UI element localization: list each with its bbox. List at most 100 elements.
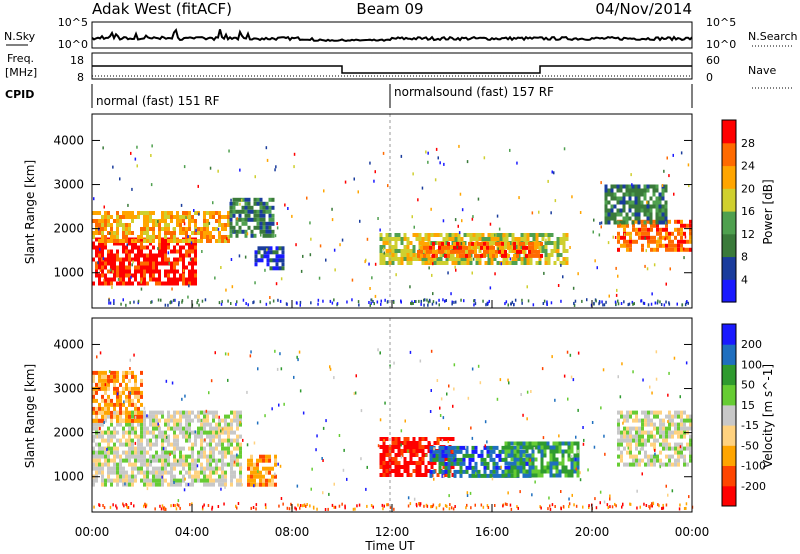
power-scatter-point xyxy=(471,217,474,221)
velocity-scatter-point xyxy=(639,447,642,451)
power-echo-cell xyxy=(541,237,545,241)
velocity-echo-cell xyxy=(101,370,104,375)
velocity-echo-cell xyxy=(647,414,650,419)
power-scatter-point xyxy=(673,192,675,196)
power-echo-cell xyxy=(628,188,632,193)
power-scatter-point xyxy=(140,287,143,291)
power-scatter-point xyxy=(630,173,632,177)
power-ground-scatter-point xyxy=(507,303,509,307)
velocity-echo-cell xyxy=(104,458,107,463)
power-echo-cell xyxy=(167,269,170,274)
power-echo-cell xyxy=(110,257,113,262)
velocity-echo-cell xyxy=(164,458,167,463)
power-echo-cell xyxy=(655,216,659,221)
power-scatter-point xyxy=(126,243,128,247)
velocity-ground-scatter-point xyxy=(609,505,611,509)
velocity-ground-scatter-point xyxy=(223,502,225,506)
velocity-echo-cell xyxy=(125,470,128,475)
velocity-echo-cell xyxy=(262,454,265,459)
power-echo-cell xyxy=(531,253,534,258)
power-scatter-point xyxy=(180,203,183,207)
power-echo-cell xyxy=(268,209,272,214)
velocity-echo-cell xyxy=(421,449,425,453)
velocity-echo-cell xyxy=(385,445,389,449)
velocity-echo-cell xyxy=(200,446,203,451)
power-echo-cell xyxy=(400,237,404,241)
velocity-echo-cell xyxy=(659,418,662,423)
power-echo-cell xyxy=(275,250,279,255)
power-echo-cell xyxy=(92,211,95,215)
velocity-echo-cell xyxy=(382,441,386,445)
velocity-echo-cell xyxy=(474,461,478,466)
velocity-echo-cell xyxy=(239,418,242,423)
velocity-echo-cell xyxy=(233,418,236,423)
power-echo-cell xyxy=(662,243,665,248)
velocity-echo-cell xyxy=(155,470,158,475)
velocity-echo-cell xyxy=(474,465,478,470)
power-echo-cell xyxy=(647,227,650,232)
power-echo-cell xyxy=(110,253,113,258)
velocity-echo-cell xyxy=(239,450,242,455)
power-echo-cell xyxy=(547,261,551,265)
power-echo-cell xyxy=(604,196,608,201)
velocity-echo-cell xyxy=(110,466,113,471)
power-ground-scatter-point xyxy=(593,301,595,305)
velocity-ground-scatter-point xyxy=(207,504,210,507)
power-echo-cell xyxy=(149,241,152,246)
velocity-echo-cell xyxy=(95,450,98,455)
velocity-scatter-point xyxy=(471,367,474,371)
velocity-echo-cell xyxy=(167,442,170,447)
power-echo-cell xyxy=(131,219,134,223)
power-echo-cell xyxy=(241,205,245,210)
power-scatter-point xyxy=(220,266,222,269)
velocity-echo-cell xyxy=(480,449,484,454)
power-scatter-point xyxy=(274,234,277,238)
velocity-echo-cell xyxy=(489,469,493,474)
velocity-echo-cell xyxy=(516,465,520,470)
velocity-echo-cell xyxy=(564,465,568,470)
velocity-echo-cell xyxy=(412,449,416,453)
power-echo-cell xyxy=(161,241,164,246)
velocity-echo-cell xyxy=(647,410,650,415)
power-scatter-point xyxy=(496,214,499,218)
velocity-echo-cell xyxy=(122,418,125,423)
power-echo-cell xyxy=(562,261,566,265)
velocity-echo-cell xyxy=(119,418,122,423)
velocity-echo-cell xyxy=(504,449,508,454)
velocity-scatter-point xyxy=(181,397,183,401)
velocity-echo-cell xyxy=(451,449,455,453)
power-echo-cell xyxy=(474,249,477,254)
velocity-echo-cell xyxy=(421,445,425,449)
power-echo-cell xyxy=(661,196,665,201)
velocity-echo-cell xyxy=(274,458,277,463)
velocity-echo-cell xyxy=(155,474,158,479)
velocity-echo-cell xyxy=(385,473,389,477)
velocity-echo-cell xyxy=(131,370,134,375)
power-echo-cell xyxy=(101,249,104,254)
power-scatter-point xyxy=(538,210,540,214)
velocity-echo-cell xyxy=(641,410,644,415)
velocity-echo-cell xyxy=(152,426,155,431)
velocity-echo-cell xyxy=(125,450,128,455)
velocity-ground-scatter-point xyxy=(327,507,329,511)
power-echo-cell xyxy=(477,253,480,258)
power-echo-cell xyxy=(253,225,257,230)
velocity-echo-cell xyxy=(176,426,179,431)
velocity-echo-cell xyxy=(501,449,505,454)
velocity-echo-cell xyxy=(632,454,635,459)
velocity-echo-cell xyxy=(101,378,104,383)
power-echo-cell xyxy=(191,281,194,286)
velocity-echo-cell xyxy=(650,410,653,415)
velocity-echo-cell xyxy=(116,410,119,415)
power-echo-cell xyxy=(391,253,395,257)
velocity-echo-cell xyxy=(149,430,152,435)
power-echo-cell xyxy=(427,237,431,241)
velocity-echo-cell xyxy=(397,461,401,465)
velocity-echo-cell xyxy=(110,414,113,419)
velocity-echo-cell xyxy=(155,458,158,463)
velocity-ground-scatter-point xyxy=(352,507,355,511)
velocity-echo-cell xyxy=(230,458,233,463)
velocity-echo-cell xyxy=(125,458,128,463)
velocity-echo-cell xyxy=(674,422,677,427)
power-scatter-point xyxy=(239,202,241,206)
